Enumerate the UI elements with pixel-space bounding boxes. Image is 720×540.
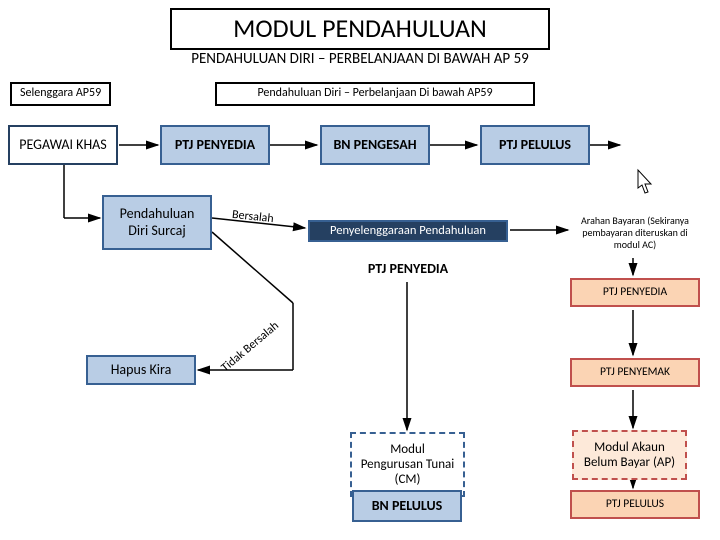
pegawai-box: PEGAWAI KHAS <box>8 125 118 165</box>
hapus-kira-box: Hapus Kira <box>86 355 196 385</box>
edge-bersalah-label: Bersalah <box>231 208 274 226</box>
modul-akaun-box: Modul Akaun Belum Bayar (AP) <box>572 430 687 480</box>
ptj-penyedia-box: PTJ PENYEDIA <box>160 125 270 165</box>
pendahuluan-surcaj-box: Pendahuluan Diri Surcaj <box>102 195 212 250</box>
subtitle: PENDAHULUAN DIRI – PERBELANJAAN DI BAWAH… <box>160 50 560 68</box>
ptj-penyedia2-label: PTJ PENYEDIA <box>308 260 508 277</box>
edge-tidak-label: Tidak Bersalah <box>219 319 282 375</box>
ptj-pelulus-box: PTJ PELULUS <box>480 125 590 165</box>
title-box: MODUL PENDAHULUAN <box>170 8 550 50</box>
bn-pengesah-box: BN PENGESAH <box>320 125 430 165</box>
ptj-penyemak-box: PTJ PENYEMAK <box>570 358 700 387</box>
ptj-penyedia3-box: PTJ PENYEDIA <box>570 278 700 307</box>
bn-pelulus-box: BN PELULUS <box>352 490 462 522</box>
selenggara-box: Selenggara AP59 <box>10 82 111 106</box>
modul-cm-box: Modul Pengurusan Tunai (CM) <box>350 432 465 497</box>
ptj-pelulus2-box: PTJ PELULUS <box>570 490 700 519</box>
pendahuluan-topright-box: Pendahuluan Diri – Perbelanjaan Di bawah… <box>215 82 535 106</box>
penyelenggaraan-banner: Penyelenggaraan Pendahuluan <box>308 220 508 242</box>
arahan-note: Arahan Bayaran (Sekiranya pembayaran dit… <box>570 215 700 251</box>
